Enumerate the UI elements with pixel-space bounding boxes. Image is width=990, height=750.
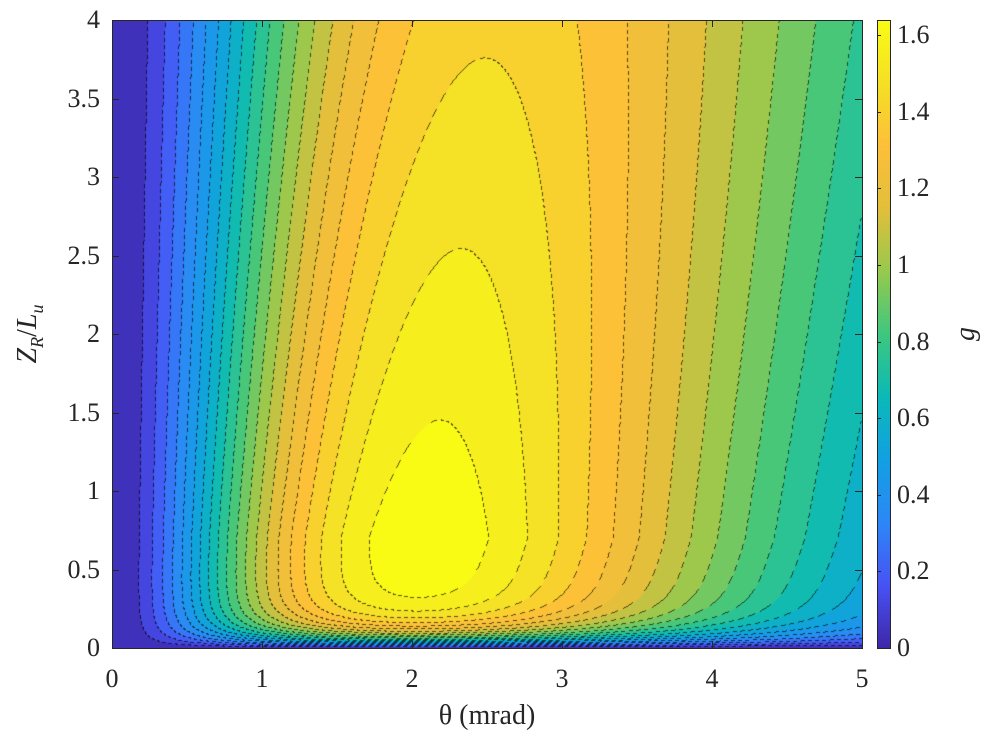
x-tick-mark (112, 20, 113, 27)
y-tick-label: 0.5 (67, 554, 101, 584)
y-tick-mark (855, 334, 862, 335)
y-tick-mark (112, 334, 119, 335)
y-tick-label: 3 (87, 162, 100, 191)
contour-plot-area (112, 20, 862, 648)
colorbar-tick-mark (877, 571, 881, 573)
x-tick-mark (712, 20, 713, 27)
colorbar (877, 20, 890, 648)
colorbar-tick-mark (877, 35, 881, 37)
y-tick-mark (855, 569, 862, 571)
y-tick-label: 3.5 (67, 83, 101, 113)
x-tick-label: 2 (405, 664, 419, 693)
x-tick-label: 5 (855, 664, 869, 693)
y-tick-mark (855, 20, 862, 21)
y-tick-mark (855, 491, 862, 492)
x-tick-mark (112, 641, 113, 648)
colorbar-tick-label: 0 (897, 633, 910, 662)
y-tick-mark (855, 412, 862, 414)
colorbar-tick-mark (877, 341, 881, 343)
x-tick-label: 4 (705, 664, 719, 693)
y-tick-mark (112, 412, 119, 414)
y-tick-label: 2 (87, 319, 100, 348)
colorbar-tick-mark (877, 418, 881, 420)
x-tick-mark (562, 641, 563, 648)
colorbar-tick-mark (877, 494, 881, 496)
x-tick-mark (862, 20, 863, 27)
y-tick-mark (112, 98, 119, 100)
x-tick-mark (262, 20, 263, 27)
colorbar-tick-label: 0.6 (897, 403, 930, 433)
x-tick-mark (862, 641, 863, 648)
colorbar-label: g (950, 327, 981, 341)
colorbar-tick-label: 0.4 (897, 479, 930, 509)
colorbar-tick-mark (877, 188, 881, 190)
y-tick-mark (112, 569, 119, 571)
y-tick-mark (855, 255, 862, 257)
y-tick-mark (112, 648, 119, 649)
y-tick-label: 0 (87, 633, 100, 662)
x-tick-mark (412, 641, 413, 648)
colorbar-tick-label: 0.8 (897, 326, 930, 356)
colorbar-tick-label: 1.4 (897, 96, 930, 126)
y-tick-mark (855, 648, 862, 649)
y-tick-mark (855, 98, 862, 100)
y-tick-mark (112, 177, 119, 178)
y-tick-mark (112, 255, 119, 257)
x-tick-label: 0 (105, 664, 119, 693)
y-tick-mark (855, 177, 862, 178)
x-tick-mark (412, 20, 413, 27)
colorbar-tick-label: 1.2 (897, 173, 930, 203)
x-tick-mark (262, 641, 263, 648)
colorbar-tick-mark (877, 648, 881, 649)
y-tick-label: 1.5 (67, 397, 101, 427)
y-tick-mark (112, 20, 119, 21)
y-tick-label: 2.5 (67, 240, 101, 270)
colorbar-tick-label: 1.6 (897, 20, 930, 50)
colorbar-tick-label: 1 (897, 250, 910, 280)
colorbar-tick-mark (877, 265, 881, 267)
y-tick-label: 1 (87, 476, 100, 505)
x-tick-label: 3 (555, 664, 569, 693)
x-tick-mark (562, 20, 563, 27)
colorbar-tick-label: 0.2 (897, 556, 930, 586)
y-axis-label: ZR/Lu (12, 304, 47, 364)
y-tick-label: 4 (87, 5, 100, 34)
x-axis-label: θ (mrad) (438, 700, 536, 731)
colorbar-tick-mark (877, 111, 881, 113)
y-tick-mark (112, 491, 119, 492)
x-tick-mark (712, 641, 713, 648)
x-tick-label: 1 (255, 664, 269, 693)
